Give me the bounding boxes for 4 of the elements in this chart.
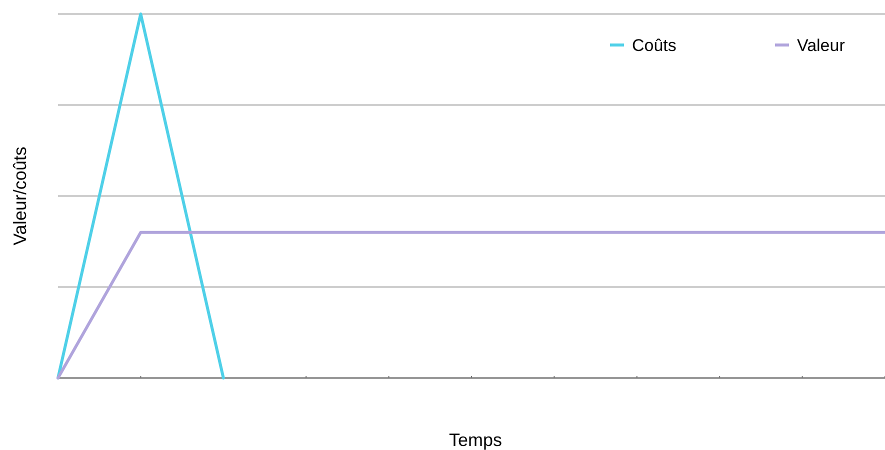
x-axis-title: Temps bbox=[448, 430, 502, 450]
legend-label: Valeur bbox=[797, 36, 846, 55]
y-axis-title: Valeur/coûts bbox=[10, 146, 30, 246]
legend-label: Coûts bbox=[632, 36, 676, 55]
